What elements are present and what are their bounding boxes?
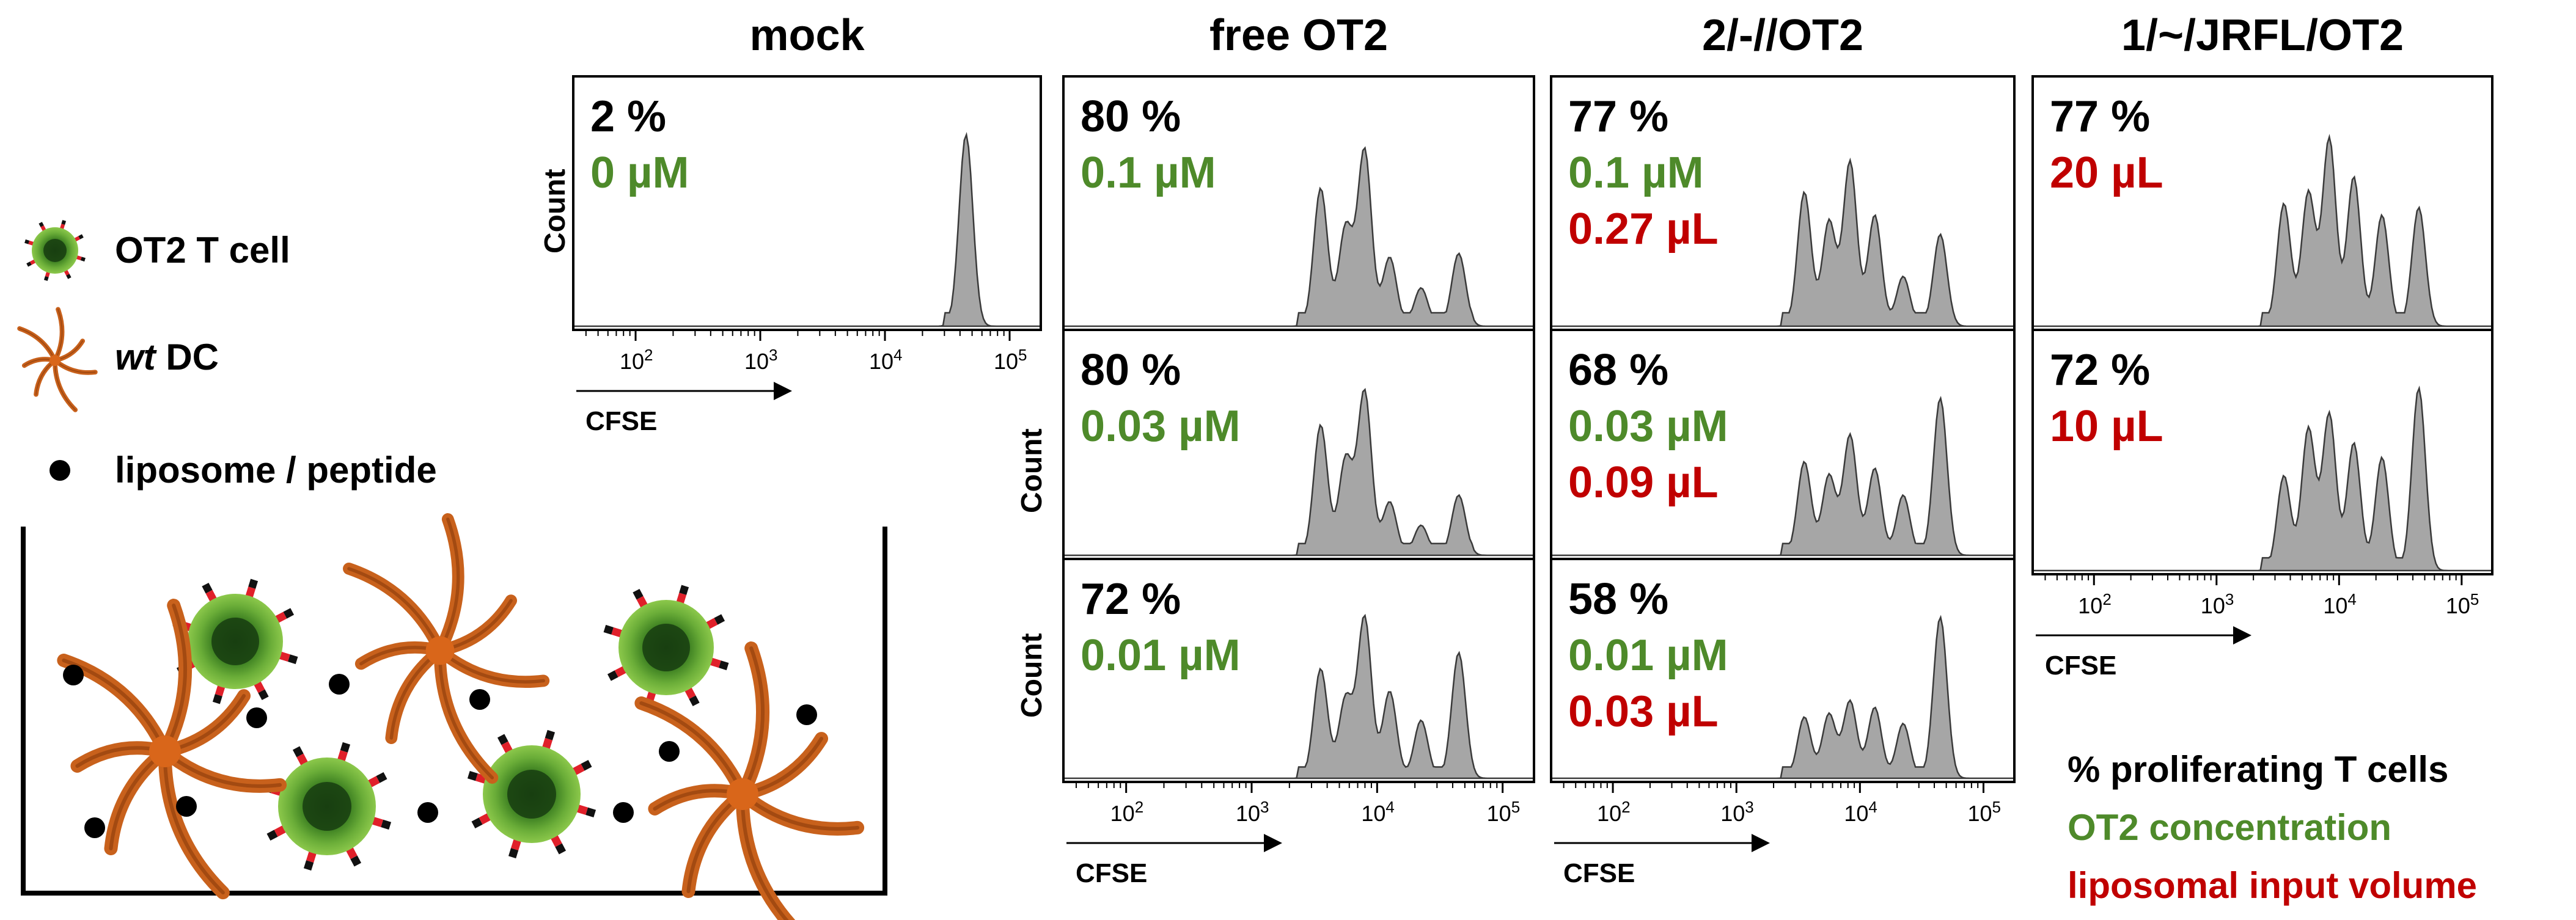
dendritic-cell-icon <box>343 513 550 784</box>
liposome-dot-icon <box>246 707 267 728</box>
col0-tick-label: 105 <box>994 346 1027 374</box>
legend-label-ot2-t-cell: OT2 T cell <box>115 230 290 271</box>
cfse-axis-label: CFSE <box>1563 858 1635 888</box>
col0-tick-label: 102 <box>620 346 653 374</box>
percent-proliferating: 68 % <box>1568 346 1669 395</box>
ot2-concentration: 0.1 µM <box>1568 148 1704 197</box>
percent-proliferating: 72 % <box>1081 575 1181 624</box>
ot2-concentration: 0.1 µM <box>1081 148 1216 197</box>
ot2-t-cell-icon <box>24 220 86 281</box>
percent-proliferating: 58 % <box>1568 575 1669 624</box>
histogram-3-0 <box>2033 134 2492 327</box>
col3-tick-label: 104 <box>2323 590 2357 618</box>
cfse-axis-label: CFSE <box>2045 651 2117 681</box>
liposome-dot-icon <box>417 802 438 823</box>
histogram-1-2 <box>1063 613 1534 779</box>
col3-tick-label: 102 <box>2078 590 2112 618</box>
col2-tick-label: 105 <box>1967 798 2001 826</box>
key-label-0: % proliferating T cells <box>2068 749 2449 790</box>
col1-tick-label: 102 <box>1110 798 1144 826</box>
column-title-2: 2/-//OT2 <box>1701 11 1864 60</box>
col1-tick-label: 104 <box>1361 798 1395 826</box>
percent-proliferating: 80 % <box>1081 92 1181 141</box>
col0-tick-label: 104 <box>869 346 903 374</box>
liposome-dot-icon <box>84 817 105 838</box>
histogram-panel <box>572 75 1042 400</box>
liposome-dot-icon <box>176 796 197 817</box>
histogram-2-2 <box>1551 615 2014 779</box>
histogram-1-0 <box>1063 146 1534 327</box>
ot2-t-cell-icon <box>467 729 596 859</box>
liposome-dot-icon <box>63 665 84 685</box>
histogram-panel <box>2031 329 2493 644</box>
percent-proliferating: 77 % <box>1568 92 1669 141</box>
col2-tick-label: 103 <box>1720 798 1754 826</box>
cfse-axis-label: CFSE <box>1076 858 1148 888</box>
col2-tick-label: 102 <box>1597 798 1631 826</box>
histogram-panel <box>1062 558 1535 852</box>
percent-proliferating: 72 % <box>2050 346 2151 395</box>
liposome-dot-icon <box>329 674 350 695</box>
ot2-concentration: 0.03 µM <box>1568 402 1728 451</box>
ot2-t-cell-icon <box>603 585 729 710</box>
liposome-dot-icon <box>469 689 490 710</box>
column-title-1: free OT2 <box>1209 11 1389 60</box>
column-title-3: 1/~/JRFL/OT2 <box>2121 11 2404 60</box>
histogram-1-1 <box>1063 387 1534 557</box>
ot2-t-cell-icon <box>262 742 392 871</box>
percent-proliferating: 77 % <box>2050 92 2151 141</box>
cfse-axis-label: CFSE <box>585 406 658 436</box>
histogram-panel <box>1550 558 2016 852</box>
legend-label-liposome-peptide: liposome / peptide <box>115 450 437 491</box>
liposome-dot-icon <box>659 741 680 762</box>
col3-tick-label: 103 <box>2200 590 2234 618</box>
histogram-2-0 <box>1551 157 2014 327</box>
col0-tick-label: 103 <box>744 346 778 374</box>
percent-proliferating: 2 % <box>590 92 667 141</box>
histogram-2-1 <box>1551 395 2014 557</box>
col1-tick-label: 105 <box>1486 798 1521 826</box>
count-axis-label: Count <box>1016 633 1048 718</box>
liposome-dot-icon <box>613 802 634 823</box>
histogram-0-0 <box>573 131 1041 327</box>
culture-well <box>21 527 887 896</box>
col2-tick-label: 104 <box>1844 798 1877 826</box>
dendritic-cell-icon <box>17 307 98 412</box>
liposome-dot-icon <box>796 704 817 725</box>
liposomal-input-volume: 10 µL <box>2050 402 2163 451</box>
percent-proliferating: 80 % <box>1081 346 1181 395</box>
liposome-dot-icon <box>50 460 70 481</box>
ot2-concentration: 0.01 µM <box>1568 631 1728 680</box>
column-title-0: mock <box>749 11 865 60</box>
dendritic-cell-icon <box>634 641 865 920</box>
col1-tick-label: 103 <box>1236 798 1269 826</box>
col3-tick-label: 105 <box>2445 590 2479 618</box>
count-axis-label: Count <box>539 169 571 254</box>
liposomal-input-volume: 20 µL <box>2050 148 2163 197</box>
legend-label-wt-dc: wt DC <box>115 337 219 378</box>
key-label-1: OT2 concentration <box>2068 807 2392 848</box>
count-axis-label: Count <box>1016 428 1048 513</box>
histogram-3-1 <box>2033 385 2492 572</box>
key-label-2: liposomal input volume <box>2068 865 2478 906</box>
liposomal-input-volume: 0.09 µL <box>1568 458 1719 507</box>
liposomal-input-volume: 0.27 µL <box>1568 205 1719 254</box>
ot2-concentration: 0 µM <box>590 148 689 197</box>
ot2-concentration: 0.03 µM <box>1081 402 1241 451</box>
dendritic-cell-icon <box>57 599 287 900</box>
ot2-concentration: 0.01 µM <box>1081 631 1241 680</box>
liposomal-input-volume: 0.03 µL <box>1568 687 1719 736</box>
